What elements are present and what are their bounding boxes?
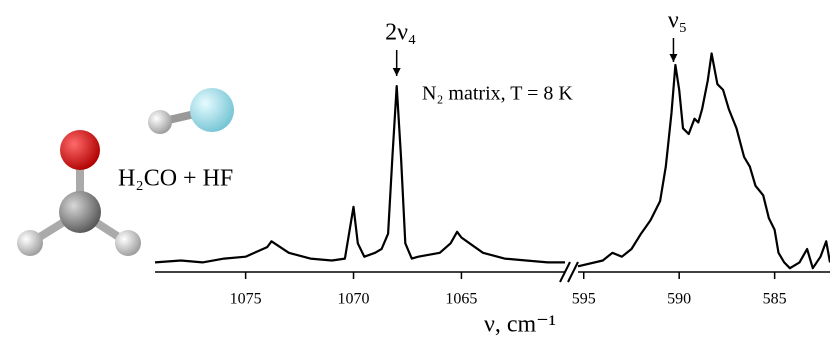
x-tick-label: 595	[572, 291, 596, 308]
note: N₂ matrix, T = 8 K	[422, 83, 573, 105]
x-tick-label: 585	[763, 291, 787, 308]
x-tick-label: 1075	[230, 291, 262, 308]
x-tick-label: 1070	[338, 291, 370, 308]
chart: H₂CO + HF N₂ matrix, T = 8 K 1075 1070 106…	[0, 0, 830, 338]
x-axis-label: ν, cm⁻¹	[484, 312, 556, 338]
x-tick-label: 590	[667, 291, 691, 308]
molecule-label: H₂CO + HF	[118, 166, 233, 192]
peak-arrowhead	[393, 68, 401, 76]
spectrum	[578, 54, 830, 269]
x-tick-label: 1065	[445, 291, 477, 308]
peak-arrowhead	[669, 54, 677, 62]
peak-label: ν₅	[668, 8, 687, 34]
peak-label: 2ν₄	[385, 20, 416, 46]
